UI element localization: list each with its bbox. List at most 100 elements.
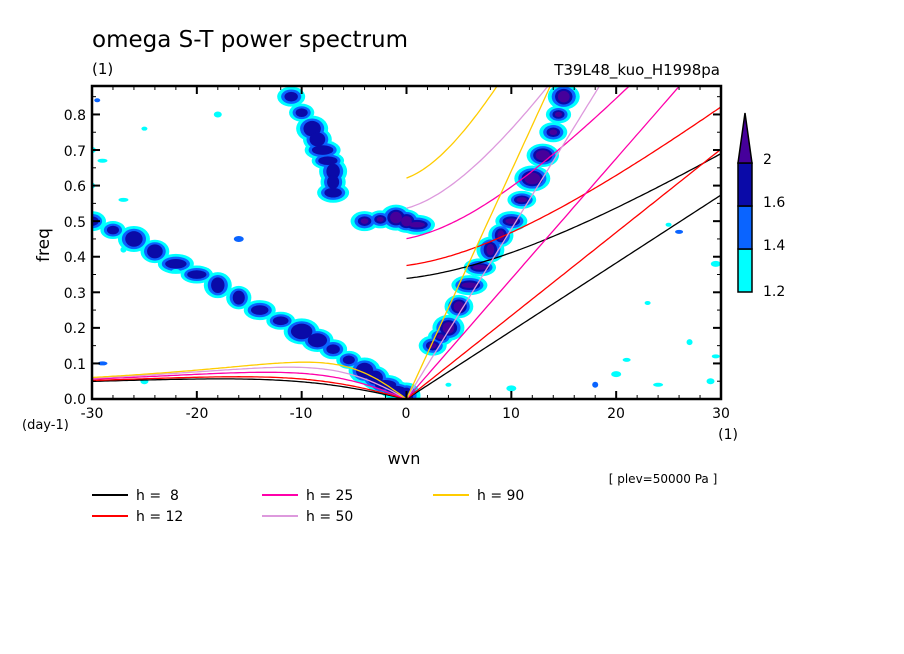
legend-label: h = 8	[136, 488, 179, 504]
contour-blob	[272, 316, 289, 326]
contour-speck	[233, 235, 244, 242]
contour-blob	[327, 175, 340, 190]
contour-blob	[165, 259, 187, 269]
x-tick-label: -30	[81, 406, 104, 422]
colorbar	[737, 112, 753, 293]
contour-blob	[284, 91, 298, 102]
dispersion-curve-kelvin	[406, 86, 681, 399]
y-tick-label: 0.7	[64, 144, 86, 160]
chart-subtitle-left: (1)	[92, 60, 113, 78]
contour-blob	[326, 344, 340, 355]
dispersion-curve-kelvin	[406, 194, 721, 399]
contour-blob	[516, 197, 528, 203]
x-tick-label: -10	[290, 406, 313, 422]
contour-speck	[665, 222, 672, 227]
y-tick-label: 0.3	[64, 286, 86, 302]
x-unit-label: (1)	[718, 427, 738, 443]
contour-speck	[686, 339, 693, 346]
contour-speck	[120, 246, 127, 253]
contour-speck	[611, 371, 622, 378]
contour-blob	[125, 231, 143, 247]
dispersion-curve-ig	[406, 106, 721, 267]
colorbar-extend-triangle	[737, 112, 753, 164]
contour-blob	[442, 322, 455, 334]
contour-blob	[535, 150, 550, 161]
colorbar-swatch	[737, 248, 753, 293]
contour-blob	[232, 290, 245, 305]
contour-blob	[461, 282, 478, 288]
contour-blob	[557, 90, 570, 103]
legend: h = 8 h = 12 h = 25 h = 50 h = 90	[92, 488, 524, 525]
contour-speck	[141, 126, 148, 131]
contour-blob	[290, 323, 313, 340]
dispersion-curve-er	[92, 378, 407, 399]
y-tick-label: 0.0	[64, 392, 86, 408]
legend-label: h = 90	[477, 488, 524, 504]
contour-blob	[376, 216, 384, 222]
contour-speck	[711, 354, 720, 359]
contour-blob	[554, 111, 563, 117]
legend-label: h = 50	[306, 509, 353, 525]
contour-blob	[342, 355, 355, 365]
contour-blob	[309, 132, 326, 147]
contour-fill-layer	[92, 86, 721, 399]
legend-label: h = 12	[136, 509, 183, 525]
contour-speck	[97, 158, 108, 163]
contour-speck	[118, 197, 129, 202]
dispersion-curve-kelvin	[406, 148, 721, 399]
contour-speck	[644, 300, 651, 305]
x-tick-label: 0	[402, 406, 411, 422]
y-tick-label: 0.2	[64, 321, 86, 337]
dispersion-curve-er	[92, 366, 407, 399]
dispersion-curve-er	[92, 376, 407, 399]
contour-blob	[390, 211, 402, 224]
contour-blob	[505, 218, 518, 224]
chart-title: omega S-T power spectrum	[92, 27, 408, 53]
dispersion-curve-ig	[406, 153, 721, 280]
contour-blob	[524, 172, 541, 185]
contour-speck	[213, 111, 222, 118]
contour-speck	[622, 357, 631, 362]
dispersion-curve-kelvin	[405, 86, 551, 399]
contour-blob	[549, 129, 558, 136]
y-axis-label: freq	[34, 228, 54, 262]
contour-blob	[401, 215, 412, 227]
contour-speck	[171, 268, 180, 273]
contour-speck	[653, 382, 664, 387]
y-tick-label: 0.4	[64, 250, 86, 266]
contour-blob	[106, 225, 120, 235]
colorbar-swatch	[737, 205, 753, 250]
contour-blob	[211, 277, 225, 293]
y-tick-label: 0.6	[64, 179, 86, 195]
colorbar-label: 2	[763, 152, 772, 168]
contour-blob	[472, 264, 488, 270]
contour-blob	[486, 243, 495, 256]
x-tick-label: 10	[502, 406, 520, 422]
colorbar-label: 1.2	[763, 284, 785, 300]
dispersion-curve-ig	[406, 86, 631, 240]
contour-blob	[437, 334, 445, 340]
axis-ticks	[91, 86, 722, 400]
y-tick-label: 0.5	[64, 215, 86, 231]
x-tick-label: 20	[607, 406, 625, 422]
dispersion-curve-ig	[406, 86, 549, 209]
contour-blob	[147, 244, 163, 259]
contour-blob	[318, 156, 338, 166]
legend-label: h = 25	[306, 488, 353, 504]
y-unit-label: (day-1)	[22, 418, 69, 433]
y-tick-label: 0.8	[64, 108, 86, 124]
contour-blob	[326, 163, 340, 180]
contour-speck	[710, 260, 721, 267]
dispersion-curve-er	[92, 371, 407, 399]
colorbar-label: 1.6	[763, 195, 785, 211]
contour-speck	[506, 385, 517, 392]
contour-speck	[592, 381, 599, 388]
y-tick-label: 0.1	[64, 357, 86, 373]
contour-blob	[453, 301, 465, 312]
contour-blob	[251, 305, 269, 315]
x-axis-label: wvn	[388, 449, 421, 468]
contour-speck	[706, 378, 715, 385]
chart-subtitle-right: T39L48_kuo_H1998pa	[553, 61, 720, 80]
plot-frame	[90, 84, 723, 401]
